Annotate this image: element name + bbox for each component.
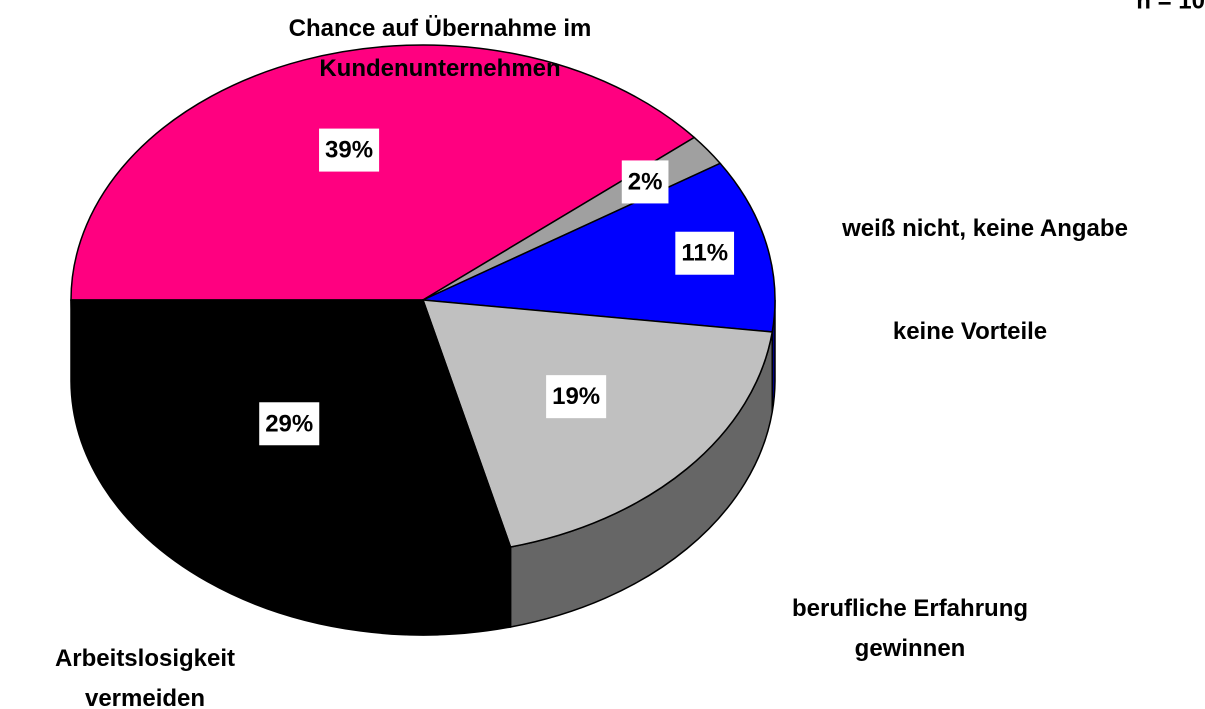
value-label: 29% (259, 402, 320, 446)
category-label-line: Arbeitslosigkeit (55, 645, 235, 672)
slice (70, 44, 696, 301)
category-label-line: weiß nicht, keine Angabe (841, 215, 1128, 242)
value-label-box (621, 160, 669, 204)
value-label-text: 39% (325, 137, 373, 164)
chart-subtitle: n = 10 (1136, 0, 1205, 14)
category-label: weiß nicht, keine Angabe (841, 215, 1128, 242)
category-label-line: vermeiden (85, 685, 205, 709)
slice (421, 299, 774, 548)
category-label-line: Kundenunternehmen (319, 55, 560, 82)
category-label-line: keine Vorteile (893, 318, 1047, 345)
category-label-line: berufliche Erfahrung (792, 595, 1028, 622)
value-label-text: 11% (681, 240, 728, 267)
value-label-box (319, 128, 380, 172)
value-label: 39% (319, 128, 380, 172)
value-label-box (259, 402, 320, 446)
value-label: 2% (621, 160, 669, 204)
category-label: Chance auf Übernahme im Kundenunternehmen (289, 15, 592, 82)
category-label: keine Vorteile (893, 318, 1047, 345)
value-label-box (546, 375, 607, 419)
value-label: 19% (546, 375, 607, 419)
slice (420, 162, 776, 333)
value-label-text: 29% (265, 410, 313, 437)
value-label: 11% (675, 231, 735, 275)
category-label-line: Chance auf Übernahme im (289, 15, 592, 42)
category-label: Arbeitslosigkeit vermeiden (55, 645, 235, 709)
category-label-line: gewinnen (855, 635, 966, 662)
value-label-text: 19% (552, 383, 600, 410)
category-label: berufliche Erfahrung gewinnen (792, 595, 1028, 662)
value-label-box (675, 231, 735, 275)
value-label-text: 2% (628, 168, 663, 195)
